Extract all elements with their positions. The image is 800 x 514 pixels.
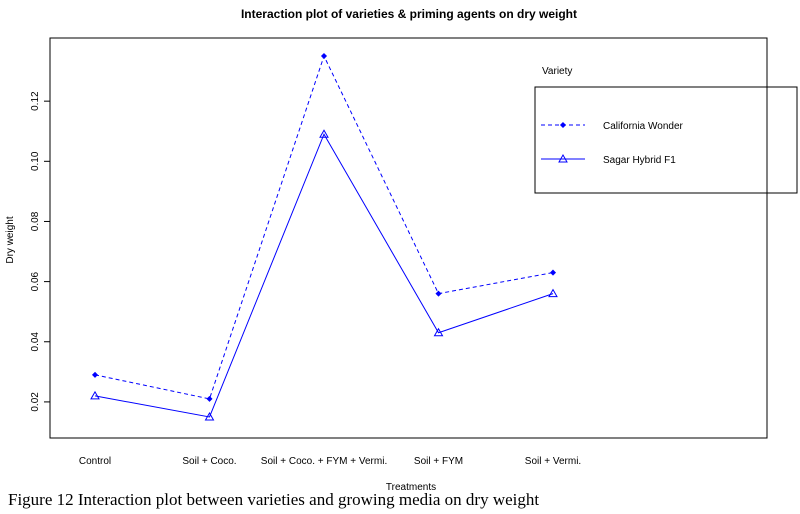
legend-entry: Sagar Hybrid F1 — [541, 153, 676, 166]
data-point — [319, 129, 329, 138]
data-point — [435, 290, 442, 297]
y-tick-label: 0.06 — [30, 271, 41, 291]
y-axis: 0.02 0.04 0.06 0.08 0.10 0.12 — [30, 91, 50, 412]
x-tick-label: Soil + Vermi. — [525, 456, 581, 467]
x-tick-label: Soil + FYM — [414, 456, 463, 467]
data-point — [91, 371, 99, 378]
x-tick-label: Soil + Coco. — [182, 456, 236, 467]
x-tick-label: Soil + Coco. + FYM + Vermi. — [261, 456, 387, 467]
legend: Variety California Wonder Sagar Hybrid F1 — [534, 66, 798, 194]
series-line — [94, 54, 554, 400]
data-point — [204, 411, 215, 421]
plot-frame — [49, 37, 768, 439]
data-point — [548, 288, 558, 298]
interaction-plot: Interaction plot of varieties & priming … — [5, 7, 798, 490]
legend-label: Sagar Hybrid F1 — [603, 155, 676, 166]
data-point — [549, 269, 557, 276]
y-tick-label: 0.04 — [30, 332, 41, 352]
y-tick-label: 0.10 — [30, 151, 41, 171]
figure-caption: Figure 12 Interaction plot between varie… — [8, 490, 540, 509]
legend-title: Variety — [542, 66, 572, 77]
legend-entry: California Wonder — [541, 121, 684, 132]
data-point — [433, 327, 444, 337]
series-2 — [90, 129, 558, 421]
data-point — [206, 395, 213, 402]
chart-title: Interaction plot of varieties & priming … — [241, 7, 577, 21]
series-1 — [91, 53, 557, 402]
y-axis-label: Dry weight — [5, 216, 16, 263]
legend-marker — [559, 121, 567, 129]
y-tick-label: 0.02 — [30, 392, 41, 412]
data-point — [320, 53, 328, 60]
legend-marker — [558, 153, 568, 163]
x-tick-label: Control — [79, 456, 111, 467]
y-tick-label: 0.12 — [30, 91, 41, 111]
x-axis: Control Soil + Coco. Soil + Coco. + FYM + … — [79, 456, 581, 467]
series-layer — [90, 53, 558, 421]
y-tick-label: 0.08 — [30, 211, 41, 231]
legend-box — [534, 86, 798, 194]
data-point — [90, 390, 100, 400]
x-axis-label: Treatments — [386, 482, 436, 490]
series-line — [94, 133, 554, 418]
legend-label: California Wonder — [603, 121, 684, 132]
